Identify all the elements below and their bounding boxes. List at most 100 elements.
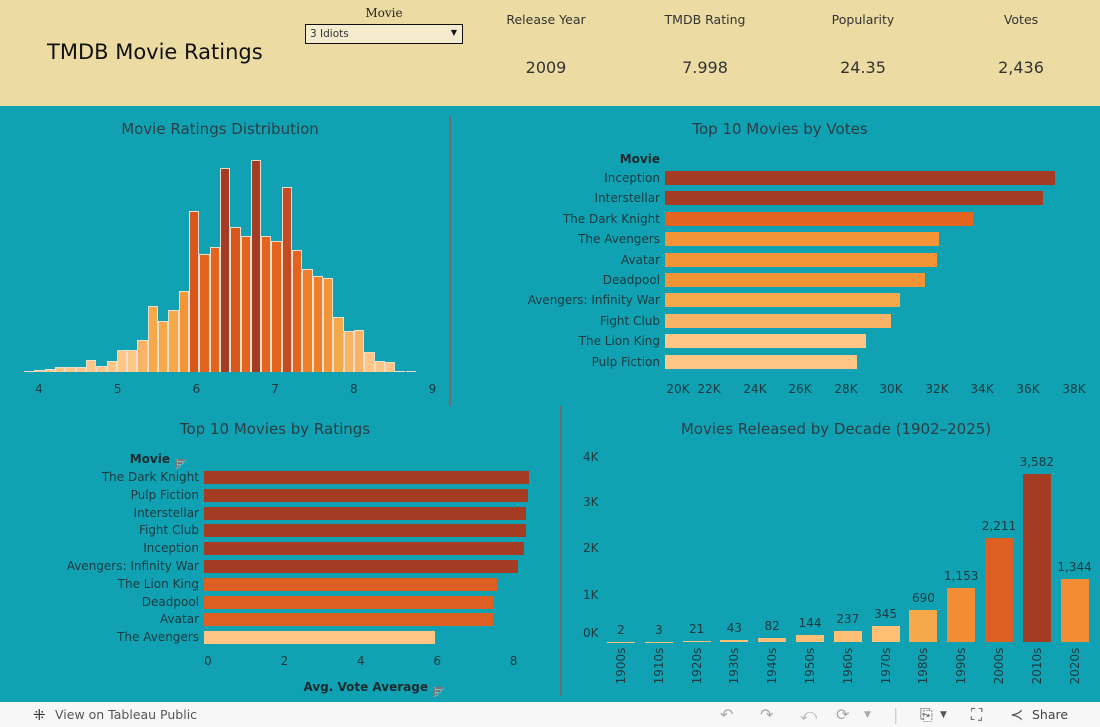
x-tick-label: 1980s xyxy=(916,647,931,685)
bar xyxy=(665,232,939,247)
data-label: 690 xyxy=(911,590,935,605)
histogram-bar xyxy=(54,367,66,372)
x-tick-label: 0 xyxy=(204,654,212,668)
histogram-bar xyxy=(75,367,86,372)
dashboard-header: TMDB Movie Ratings Movie 3 Idiots ▼ Rele… xyxy=(0,0,1100,106)
chart-title: Top 10 Movies by Ratings xyxy=(179,420,371,438)
histogram-bar xyxy=(312,276,323,372)
bar xyxy=(204,471,530,484)
data-label: 237 xyxy=(836,611,860,626)
bar xyxy=(682,641,711,642)
refresh-dropdown-icon[interactable]: ▼ xyxy=(864,710,871,720)
kpi-tmdb-rating: TMDB Rating 7.998 xyxy=(635,12,775,77)
y-tick-label: 1K xyxy=(583,588,599,602)
x-tick-label: 36K xyxy=(1016,382,1040,396)
x-tick-label: 8 xyxy=(509,654,518,668)
download-icon[interactable]: ⎘ xyxy=(920,705,933,724)
x-tick-label: 2000s xyxy=(992,647,1006,685)
x-tick-label: 1920s xyxy=(689,647,704,685)
bar xyxy=(720,639,749,642)
bar xyxy=(665,171,1055,185)
bar xyxy=(665,354,857,369)
histogram-bar xyxy=(302,269,313,372)
histogram-bar xyxy=(261,236,272,372)
histogram-bar xyxy=(199,254,210,372)
share-icon[interactable]: ≺ xyxy=(1010,705,1024,724)
bar xyxy=(204,560,518,573)
x-tick-label: 1930s xyxy=(727,647,742,685)
category-label: Interstellar xyxy=(594,191,660,206)
data-label: 1,344 xyxy=(1057,559,1092,574)
histogram-bar xyxy=(353,330,365,372)
data-label: 144 xyxy=(798,616,822,631)
y-tick-label: 4K xyxy=(583,450,599,464)
category-label: The Lion King xyxy=(578,334,660,349)
bar xyxy=(665,334,866,349)
x-tick-label: 1910s xyxy=(651,647,666,685)
category-label: Avengers: Infinity War xyxy=(527,293,660,308)
category-label: The Avengers xyxy=(578,232,660,247)
revert-icon[interactable]: ⤺ xyxy=(800,705,818,724)
sort-icon[interactable] xyxy=(430,681,444,700)
undo-icon[interactable]: ↶ xyxy=(720,705,734,724)
sort-icon[interactable] xyxy=(172,453,186,472)
x-tick-label: 22K xyxy=(697,382,721,396)
x-tick-label: 24K xyxy=(743,382,767,396)
view-on-tableau-link[interactable]: View on Tableau Public xyxy=(55,707,198,722)
refresh-icon[interactable]: ⟳ xyxy=(836,705,850,724)
category-label: Avengers: Infinity War xyxy=(66,559,199,573)
histogram-bar xyxy=(65,367,76,372)
movie-filter-dropdown[interactable]: 3 Idiots ▼ xyxy=(305,24,463,44)
kpi-label: TMDB Rating xyxy=(664,12,746,27)
histogram-bar xyxy=(34,370,45,372)
histogram-bar xyxy=(343,331,354,372)
x-tick-label: 1950s xyxy=(803,647,817,685)
kpi-label: Popularity xyxy=(831,12,895,27)
histogram-bar xyxy=(333,317,344,372)
histogram-bar xyxy=(364,352,375,372)
kpi-value: 2009 xyxy=(525,58,567,77)
histogram-bar xyxy=(106,361,117,372)
kpi-value: 7.998 xyxy=(682,58,728,77)
x-tick-label: 8 xyxy=(349,382,358,396)
histogram-bar xyxy=(292,250,303,372)
x-tick-label: 4 xyxy=(356,654,365,668)
x-tick-label: 6 xyxy=(433,654,441,668)
histogram-bar xyxy=(374,361,385,372)
category-label: Deadpool xyxy=(602,273,660,287)
bar xyxy=(871,625,900,642)
category-label: Pulp Fiction xyxy=(591,354,660,369)
fullscreen-icon[interactable]: ⛶ xyxy=(971,705,983,724)
category-label: The Dark Knight xyxy=(101,470,199,484)
x-tick-label: 5 xyxy=(113,382,122,396)
histogram-bar xyxy=(281,187,293,372)
bar xyxy=(665,191,1044,206)
y-tick-label: 0K xyxy=(583,626,599,640)
kpi-release-year: Release Year 2009 xyxy=(476,12,616,77)
histogram-bar xyxy=(158,321,169,372)
kpi-label: Release Year xyxy=(506,12,586,27)
histogram-bar xyxy=(85,360,97,372)
histogram-bar xyxy=(178,291,189,372)
kpi-votes: Votes 2,436 xyxy=(951,12,1091,77)
bar xyxy=(204,506,527,520)
panel-divider xyxy=(560,406,562,696)
category-label: Fight Club xyxy=(138,523,199,538)
dropdown-arrow-icon: ▼ xyxy=(450,28,457,37)
bar xyxy=(204,595,494,609)
histogram-bar xyxy=(24,371,35,372)
y-axis-title: Movie xyxy=(100,452,170,466)
download-dropdown-icon[interactable]: ▼ xyxy=(940,710,947,720)
tableau-logo-icon: ⁜ xyxy=(33,706,46,724)
x-tick-label: 7 xyxy=(271,382,279,396)
redo-icon[interactable]: ↷ xyxy=(760,705,774,724)
y-axis-title: Movie xyxy=(619,152,660,166)
bar xyxy=(1022,473,1051,642)
x-tick-label: 1960s xyxy=(840,647,855,685)
toolbar-separator: | xyxy=(893,705,899,724)
share-button[interactable]: Share xyxy=(1032,707,1069,722)
x-tick-label: 1900s xyxy=(614,647,628,685)
x-tick-label: 32K xyxy=(925,382,949,396)
histogram-bar xyxy=(189,211,200,372)
data-label: 3,582 xyxy=(1019,454,1054,469)
